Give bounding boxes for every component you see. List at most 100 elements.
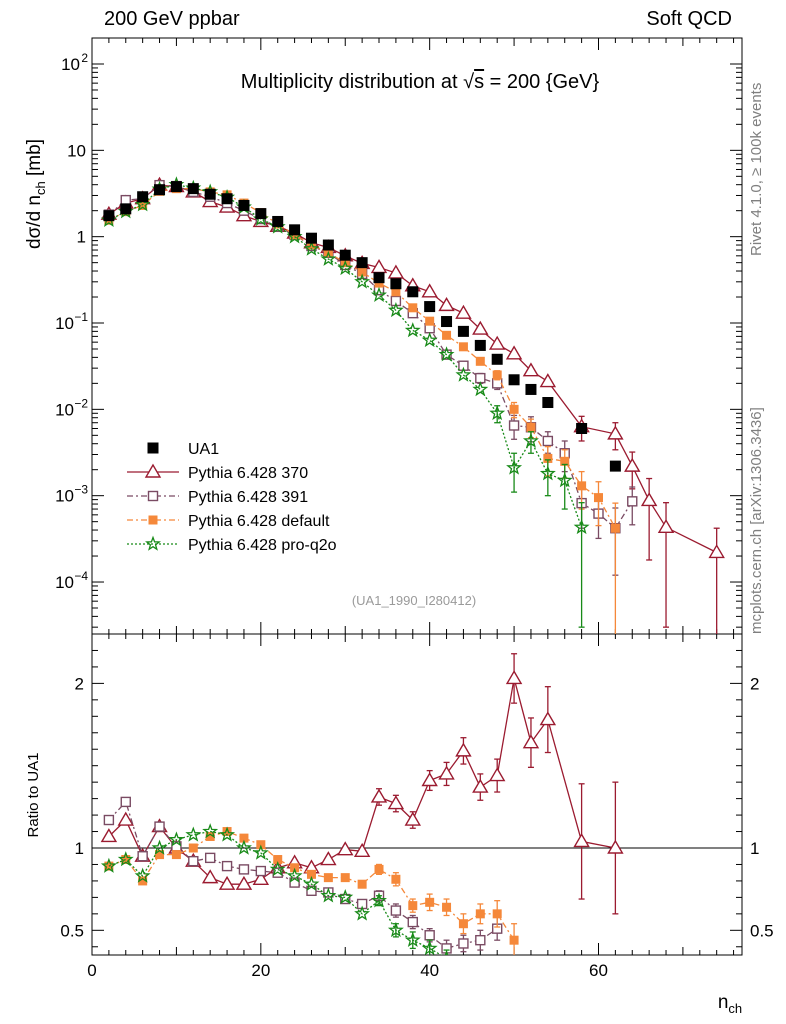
ratio-series-p391 (103, 796, 503, 955)
ratio-point-p391 (407, 916, 418, 928)
y-axis-label: dσ/d nch [mb] (24, 139, 48, 249)
ratio-point-pdef (425, 897, 435, 907)
ratio-point-pq2o (320, 887, 337, 903)
main-point-pq2o (134, 196, 151, 212)
ratio-point-p370 (100, 828, 118, 843)
legend-marker-p370 (144, 463, 162, 478)
y-tick-label: 10 (67, 141, 86, 160)
ratio-series-p370 (100, 653, 624, 915)
ratio-point-pdef (340, 873, 350, 883)
ratio-point-p370 (387, 795, 405, 810)
ratio-point-p370 (252, 870, 270, 885)
x-tick-label: 40 (420, 961, 439, 980)
main-point-pq2o (404, 322, 421, 338)
main-point-pdef (560, 456, 570, 466)
main-point-pq2o (438, 346, 455, 362)
main-point-pq2o (506, 459, 523, 475)
main-point-data (339, 249, 351, 261)
main-point-data (170, 181, 182, 193)
y-tick-label: 1 (77, 228, 86, 247)
main-point-pdef (306, 240, 316, 250)
main-point-data (474, 339, 486, 351)
ratio-point-p370 (488, 767, 506, 782)
main-point-data (542, 397, 554, 409)
ratio-point-p391 (424, 930, 435, 941)
main-point-p370 (640, 492, 658, 507)
main-point-pdef (543, 453, 553, 463)
main-point-data (187, 183, 199, 195)
main-point-data (356, 257, 368, 269)
legend-label-data: UA1 (188, 441, 219, 458)
ratio-point-p391 (255, 865, 267, 877)
main-point-data (221, 193, 233, 205)
main-point-data (525, 383, 537, 395)
ratio-point-pq2o (303, 875, 320, 891)
y-tick-label: 10 (61, 55, 80, 74)
main-point-pdef (357, 267, 367, 277)
main-point-pdef (475, 356, 485, 366)
main-point-p370 (505, 345, 523, 360)
main-point-p370 (472, 320, 489, 335)
ratio-point-p370 (522, 734, 540, 749)
ratio-point-p391 (238, 864, 250, 875)
main-series-p391 (103, 179, 638, 576)
ratio-point-p391 (137, 851, 148, 862)
ratio-point-pdef (374, 864, 384, 874)
ratio-point-pq2o (286, 867, 303, 883)
ratio-point-pdef (138, 876, 148, 886)
main-point-data (238, 199, 250, 211)
y-tick-exponent: −2 (74, 396, 88, 410)
ratio-point-pdef (171, 850, 181, 860)
ratio-point-pdef (273, 855, 283, 865)
main-point-data (407, 286, 419, 298)
ratio-point-p370 (201, 869, 219, 884)
main-point-pq2o (556, 472, 573, 488)
main-point-pdef (492, 370, 502, 380)
main-point-pdef (408, 303, 418, 313)
main-point-data (154, 184, 166, 196)
ratio-y-tick-label-right: 1 (750, 839, 759, 858)
y-tick-label: 10 (55, 314, 74, 333)
ratio-y-tick-label: 2 (75, 674, 84, 693)
main-point-data (305, 232, 317, 244)
ratio-point-p370 (117, 811, 134, 826)
main-point-pdef (425, 316, 435, 326)
main-point-pq2o (337, 259, 354, 276)
x-tick-label: 20 (251, 961, 270, 980)
ratio-point-p370 (421, 772, 438, 787)
ratio-point-p370 (607, 839, 624, 854)
ratio-point-pdef (442, 902, 452, 912)
ratio-point-pq2o (219, 826, 236, 842)
y-tick-exponent: −3 (74, 483, 88, 497)
ratio-point-pdef (306, 869, 316, 879)
ratio-point-pq2o (337, 888, 354, 905)
main-point-pq2o (455, 366, 472, 382)
main-point-p370 (421, 283, 438, 298)
main-point-p370 (488, 335, 506, 350)
ratio-point-pq2o (421, 940, 438, 955)
main-point-p370 (708, 544, 725, 559)
main-point-pq2o (421, 331, 438, 348)
ratio-point-pdef (323, 873, 333, 883)
main-point-p370 (522, 362, 540, 377)
ratio-point-pdef (458, 919, 468, 929)
main-series-p370 (100, 176, 725, 634)
ratio-point-pdef (492, 909, 502, 919)
ratio-point-p391 (120, 796, 131, 808)
main-point-data (289, 224, 301, 236)
ratio-point-p391 (154, 821, 165, 832)
ratio-point-pdef (475, 909, 485, 919)
ratio-point-pq2o (235, 839, 252, 855)
header-left: 200 GeV ppbar (104, 8, 240, 30)
y-tick-label: 10 (55, 573, 74, 592)
ratio-point-pdef (188, 843, 198, 853)
ratio-point-p370 (404, 811, 421, 826)
header-right: Soft QCD (646, 8, 732, 30)
main-point-p391 (627, 496, 638, 507)
ratio-y-label-group: Ratio to UA1 (25, 752, 42, 837)
main-point-p370 (607, 425, 624, 440)
ratio-point-p370 (539, 711, 557, 726)
ratio-frame (91, 633, 743, 956)
ratio-point-p391 (221, 860, 233, 872)
